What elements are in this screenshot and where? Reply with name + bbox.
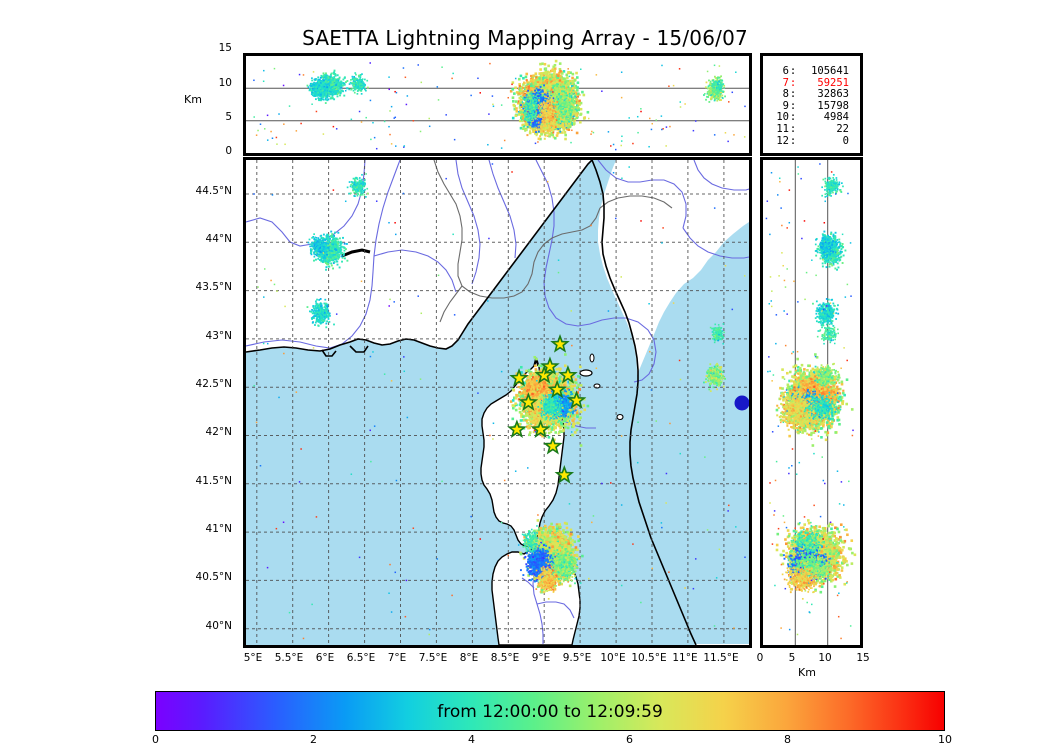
legend-row: 11 : 22 bbox=[763, 123, 860, 136]
map-lon-tick-9: 9°E bbox=[512, 652, 570, 664]
coastline-layer bbox=[246, 160, 697, 645]
legend-count: 22 bbox=[797, 123, 849, 136]
side-xtick-15: 15 bbox=[851, 652, 875, 664]
map-lat-tick-43: 43°N bbox=[186, 330, 232, 342]
legend-count: 0 bbox=[797, 135, 849, 148]
legend-separator: : bbox=[789, 89, 797, 101]
station-marker bbox=[543, 435, 563, 455]
map-lat-tick-43-5: 43.5°N bbox=[186, 281, 232, 293]
map-lon-tick-11: 11°E bbox=[656, 652, 714, 664]
colorbar-tick-0: 0 bbox=[152, 733, 159, 746]
legend-separator: : bbox=[789, 123, 797, 136]
map-lon-tick-8-5: 8.5°E bbox=[476, 652, 534, 664]
side-xtick-10: 10 bbox=[813, 652, 837, 664]
legend-separator: : bbox=[789, 77, 797, 90]
colorbar-time-range-label: from 12:00:00 to 12:09:59 bbox=[155, 702, 945, 722]
legend-count: 105641 bbox=[797, 65, 849, 78]
legend-stations: 10 bbox=[771, 112, 789, 124]
map-lat-tick-44: 44°N bbox=[186, 233, 232, 245]
legend-row: 8 : 32863 bbox=[763, 89, 860, 101]
legend-stations: 6 bbox=[771, 65, 789, 78]
altitude-latitude-panel bbox=[760, 157, 863, 648]
colorbar-tick-6: 6 bbox=[626, 733, 633, 746]
map-lon-tick-6-5: 6.5°E bbox=[332, 652, 390, 664]
blue-dot-marker bbox=[734, 395, 749, 411]
station-marker bbox=[507, 419, 527, 438]
colorbar[interactable] bbox=[155, 691, 945, 731]
legend-row: 7 : 59251 bbox=[763, 77, 860, 90]
side-xtick-0: 0 bbox=[748, 652, 772, 664]
colorbar-tick-2: 2 bbox=[310, 733, 317, 746]
map-lat-tick-41-5: 41.5°N bbox=[186, 475, 232, 487]
legend-count: 32863 bbox=[797, 89, 849, 101]
station-marker bbox=[547, 379, 567, 399]
top-ytick-5: 5 bbox=[196, 111, 232, 123]
map-lat-tick-42-5: 42.5°N bbox=[186, 378, 232, 390]
altitude-longitude-plot bbox=[246, 59, 749, 151]
legend-stations: 12 bbox=[771, 135, 789, 148]
station-marker bbox=[558, 365, 578, 384]
map-panel bbox=[243, 157, 752, 648]
station-markers bbox=[507, 334, 587, 484]
station-marker bbox=[566, 390, 587, 409]
map-lat-tick-40: 40°N bbox=[186, 620, 232, 632]
top-ytick-0: 0 bbox=[196, 145, 232, 157]
map-lon-tick-5: 5°E bbox=[224, 652, 282, 664]
map-lon-tick-8: 8°E bbox=[440, 652, 498, 664]
map-lon-tick-6: 6°E bbox=[296, 652, 354, 664]
map-lat-tick-42: 42°N bbox=[186, 426, 232, 438]
river-layer bbox=[246, 160, 749, 644]
map-lat-tick-40-5: 40.5°N bbox=[186, 571, 232, 583]
legend-stations: 7 bbox=[771, 77, 789, 90]
station-count-legend-panel: 6 : 105641 7 : 59251 8 : 32863 9 : 15798… bbox=[760, 53, 863, 156]
station-marker bbox=[509, 367, 529, 387]
legend-row: 9 : 15798 bbox=[763, 100, 860, 113]
map-lon-tick-10-5: 10.5°E bbox=[620, 652, 678, 664]
top-source-points bbox=[253, 59, 746, 151]
map-lat-tick-44-5: 44.5°N bbox=[186, 185, 232, 197]
station-marker bbox=[530, 419, 551, 438]
side-source-points bbox=[765, 163, 857, 640]
station-marker bbox=[540, 356, 560, 375]
legend-count: 59251 bbox=[797, 77, 849, 90]
legend-row: 12 : 0 bbox=[763, 135, 860, 148]
altitude-latitude-plot bbox=[765, 160, 857, 645]
map-lon-tick-5-5: 5.5°E bbox=[260, 652, 318, 664]
map-lon-tick-7: 7°E bbox=[368, 652, 426, 664]
top-ytick-10: 10 bbox=[196, 77, 232, 89]
map-lat-tick-41: 41°N bbox=[186, 523, 232, 535]
legend-separator: : bbox=[789, 100, 797, 113]
legend-separator: : bbox=[789, 65, 797, 78]
station-count-list: 6 : 105641 7 : 59251 8 : 32863 9 : 15798… bbox=[763, 65, 860, 148]
legend-count: 4984 bbox=[797, 112, 849, 124]
map-lon-tick-11-5: 11.5°E bbox=[692, 652, 750, 664]
legend-stations: 9 bbox=[771, 100, 789, 113]
geographic-map bbox=[246, 160, 749, 645]
legend-stations: 11 bbox=[771, 123, 789, 136]
top-ytick-15: 15 bbox=[196, 42, 232, 54]
legend-row: 6 : 105641 bbox=[763, 65, 860, 78]
legend-stations: 8 bbox=[771, 89, 789, 101]
legend-count: 15798 bbox=[797, 100, 849, 113]
altitude-longitude-panel bbox=[243, 53, 752, 156]
colorbar-tick-8: 8 bbox=[784, 733, 791, 746]
station-marker bbox=[554, 464, 575, 484]
colorbar-tick-10: 10 bbox=[938, 733, 952, 746]
top-panel-axis-label: Km bbox=[184, 93, 202, 106]
page-title: SAETTA Lightning Mapping Array - 15/06/0… bbox=[0, 26, 1050, 50]
side-xtick-5: 5 bbox=[780, 652, 804, 664]
colorbar-tick-4: 4 bbox=[468, 733, 475, 746]
station-marker bbox=[550, 334, 570, 353]
map-lon-tick-7-5: 7.5°E bbox=[404, 652, 462, 664]
map-lon-tick-9-5: 9.5°E bbox=[548, 652, 606, 664]
map-lon-tick-10: 10°E bbox=[584, 652, 642, 664]
side-panel-axis-label: Km bbox=[798, 666, 816, 679]
border-layer bbox=[433, 160, 673, 323]
station-marker bbox=[518, 392, 539, 411]
legend-row: 10 : 4984 bbox=[763, 112, 860, 124]
legend-separator: : bbox=[789, 135, 797, 148]
legend-separator: : bbox=[789, 112, 797, 124]
